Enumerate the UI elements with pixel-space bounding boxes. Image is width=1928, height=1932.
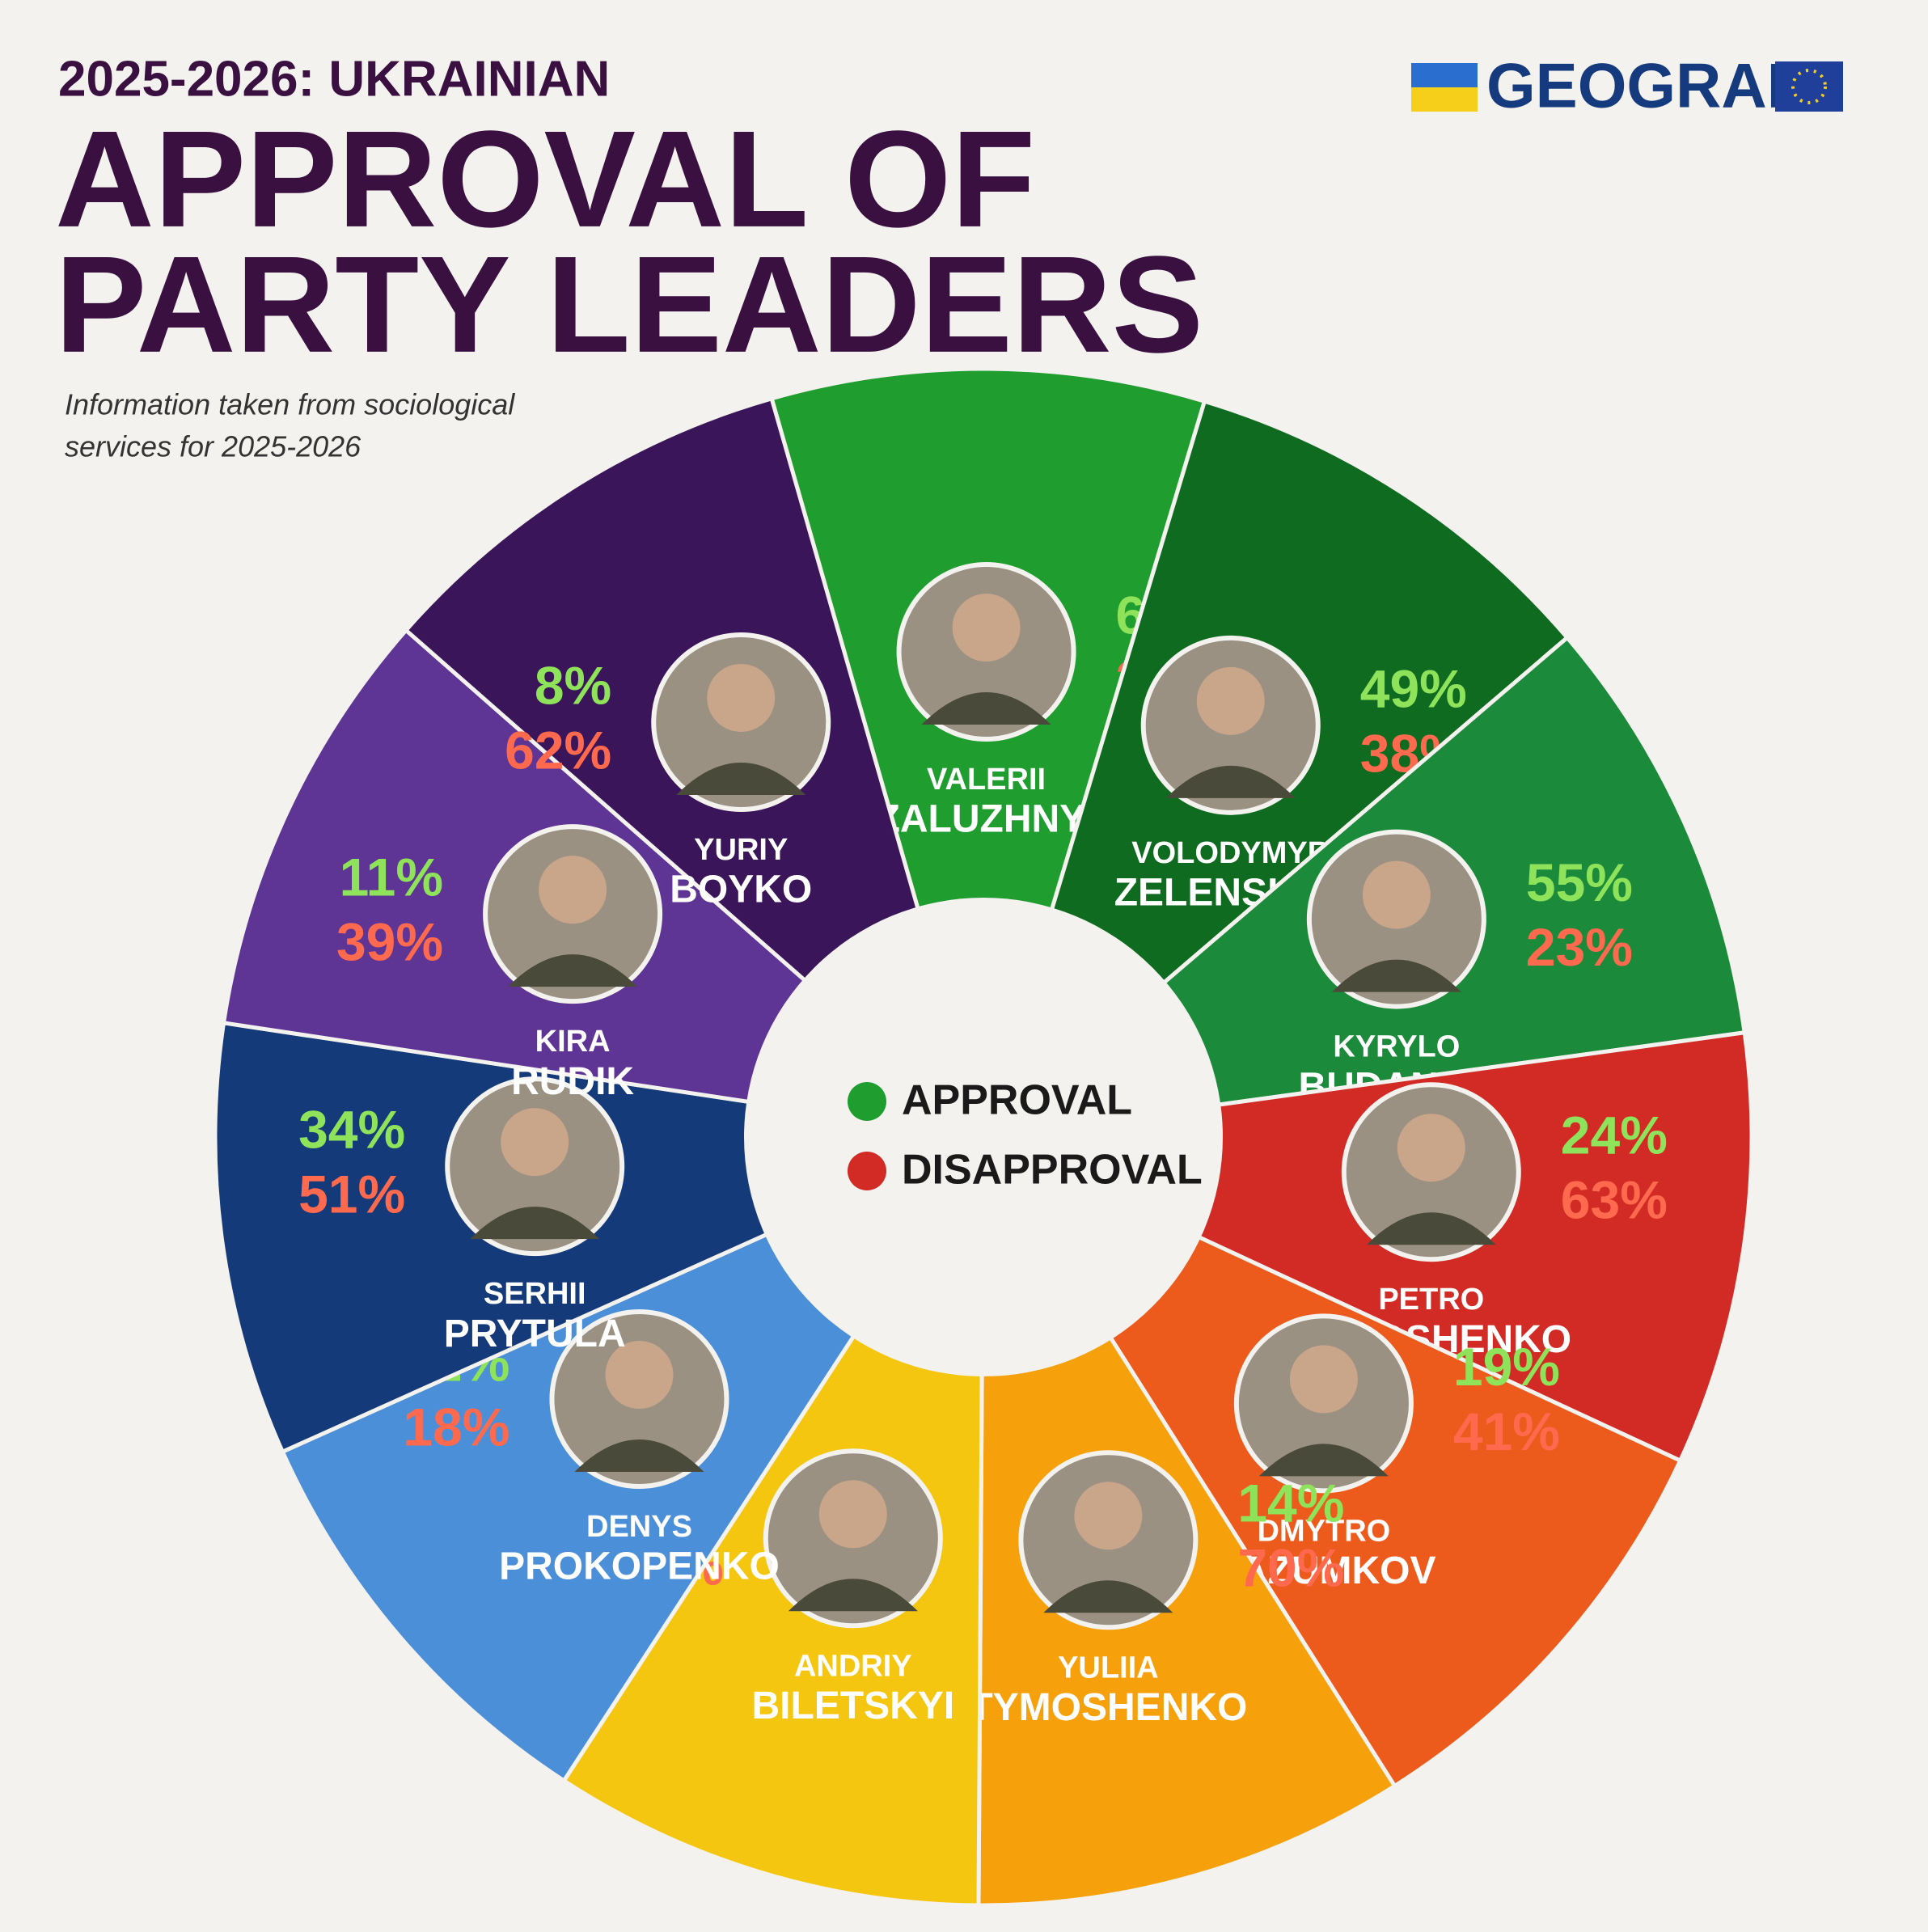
portrait-body — [574, 1439, 704, 1473]
disapproval-value: 51% — [298, 1165, 405, 1224]
leader-first-name: SERHII — [484, 1277, 586, 1311]
portrait-head — [1362, 860, 1431, 929]
portrait-head — [539, 856, 607, 924]
portrait-body — [921, 692, 1051, 725]
portrait-body — [676, 762, 806, 795]
portrait-head — [952, 594, 1021, 662]
portrait-body — [1366, 1212, 1496, 1245]
leader-first-name: DMYTRO — [1258, 1514, 1391, 1548]
flag — [1411, 63, 1478, 87]
approval-value: 34% — [298, 1100, 405, 1160]
portrait-head — [1074, 1482, 1143, 1550]
subtitle: Information taken from sociological — [65, 388, 515, 421]
leader-first-name: KIRA — [535, 1025, 611, 1059]
leader-first-name: KYRYLO — [1333, 1030, 1460, 1064]
approval-value: 19% — [1453, 1337, 1560, 1397]
disapproval-value: 39% — [336, 912, 443, 972]
portrait-head — [1196, 666, 1265, 735]
legend-swatch — [848, 1082, 886, 1121]
subtitle: services for 2025-2026 — [65, 430, 362, 463]
portrait-body — [470, 1207, 600, 1240]
flag-stars — [1791, 69, 1827, 104]
leader-first-name: DENYS — [586, 1510, 692, 1544]
approval-value: 49% — [1360, 658, 1467, 718]
portrait-body — [1258, 1444, 1389, 1477]
logo: GEOGRAF — [1411, 50, 1843, 121]
disapproval-value: 70% — [1237, 1538, 1344, 1598]
leader-first-name: YULIIA — [1058, 1651, 1159, 1685]
title-line: PARTY LEADERS — [55, 228, 1203, 382]
portrait-head — [605, 1341, 674, 1410]
disapproval-value: 23% — [1526, 917, 1633, 977]
leader-last-name: BILETSKYI — [751, 1685, 954, 1727]
leader-last-name: ZALUZHNYI — [877, 798, 1097, 841]
center-circle — [744, 898, 1223, 1376]
portrait-body — [508, 954, 638, 987]
leader-first-name: VALERII — [927, 763, 1046, 797]
leader-first-name: YURIY — [694, 833, 788, 867]
leader-last-name: TYMOSHENKO — [969, 1686, 1247, 1729]
slice — [769, 366, 1207, 1144]
leader-first-name: ANDRIY — [794, 1649, 912, 1683]
approval-value: 8% — [535, 655, 611, 715]
legend-swatch — [848, 1152, 886, 1190]
leader-last-name: PRYTULA — [444, 1313, 626, 1355]
approval-value: 55% — [1526, 852, 1633, 912]
leader-first-name: PETRO — [1378, 1283, 1484, 1317]
legend-label: DISAPPROVAL — [902, 1147, 1203, 1194]
logo-text: GEOGRAF — [1486, 50, 1805, 121]
disapproval-value: 62% — [505, 720, 611, 780]
portrait-body — [788, 1579, 918, 1612]
kicker: 2025-2026: UKRAINIAN — [58, 51, 610, 107]
portrait-head — [818, 1480, 887, 1549]
approval-value: 14% — [1237, 1473, 1344, 1533]
portrait-head — [1289, 1345, 1358, 1414]
portrait-head — [707, 663, 776, 732]
portrait-head — [501, 1108, 569, 1177]
portrait-head — [1397, 1114, 1465, 1182]
disapproval-value: 41% — [1453, 1401, 1560, 1461]
flag — [1411, 87, 1478, 112]
disapproval-value: 18% — [403, 1397, 509, 1456]
leader-last-name: PROKOPENKO — [499, 1545, 780, 1588]
leader-last-name: BOYKO — [670, 869, 812, 911]
portrait-body — [1043, 1580, 1173, 1613]
disapproval-value: 63% — [1561, 1170, 1668, 1230]
title-line: APPROVAL OF — [55, 103, 1035, 256]
leader-first-name: VOLODYMYR — [1131, 836, 1330, 870]
portrait-body — [1165, 765, 1296, 798]
approval-value: 24% — [1561, 1106, 1668, 1165]
approval-value: 11% — [340, 848, 443, 907]
legend-label: APPROVAL — [902, 1077, 1132, 1124]
leader-last-name: RUDIK — [511, 1060, 634, 1103]
portrait-body — [1331, 959, 1461, 992]
